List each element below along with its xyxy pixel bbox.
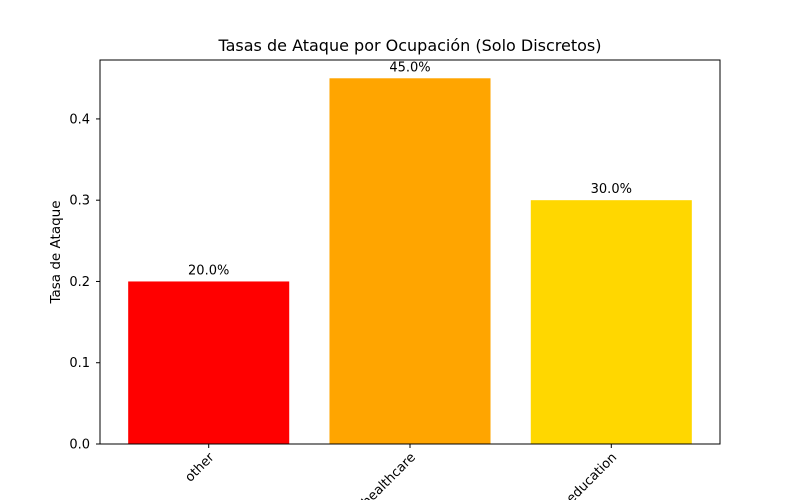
bar-education: [530, 200, 692, 444]
plot-frame: [99, 59, 721, 445]
y-axis-label: Tasa de Ataque: [48, 200, 64, 304]
y-tick-label: 0.3: [69, 194, 90, 209]
data-label-other: 20.0%: [188, 263, 229, 278]
chart-title: Tasas de Ataque por Ocupación (Solo Disc…: [217, 36, 601, 55]
y-tick-label: 0.1: [69, 356, 90, 371]
data-labels-layer: 20.0% 45.0% 30.0%: [188, 60, 632, 278]
x-tick-label-healthcare: healthcare: [359, 450, 419, 500]
bar-other: [128, 281, 290, 444]
bar-healthcare: [329, 78, 491, 445]
y-tick-label: 0.2: [69, 275, 90, 290]
bars-layer: [128, 78, 692, 445]
data-label-education: 30.0%: [591, 182, 632, 197]
y-axis: 0.0 0.1 0.2 0.3 0.4: [69, 112, 100, 453]
x-axis: other healthcare education: [182, 444, 620, 500]
x-tick-label-other: other: [182, 450, 218, 486]
y-tick-label: 0.0: [69, 438, 90, 453]
y-tick-label: 0.4: [69, 112, 90, 127]
data-label-healthcare: 45.0%: [389, 60, 430, 75]
x-tick-label-education: education: [564, 450, 620, 500]
